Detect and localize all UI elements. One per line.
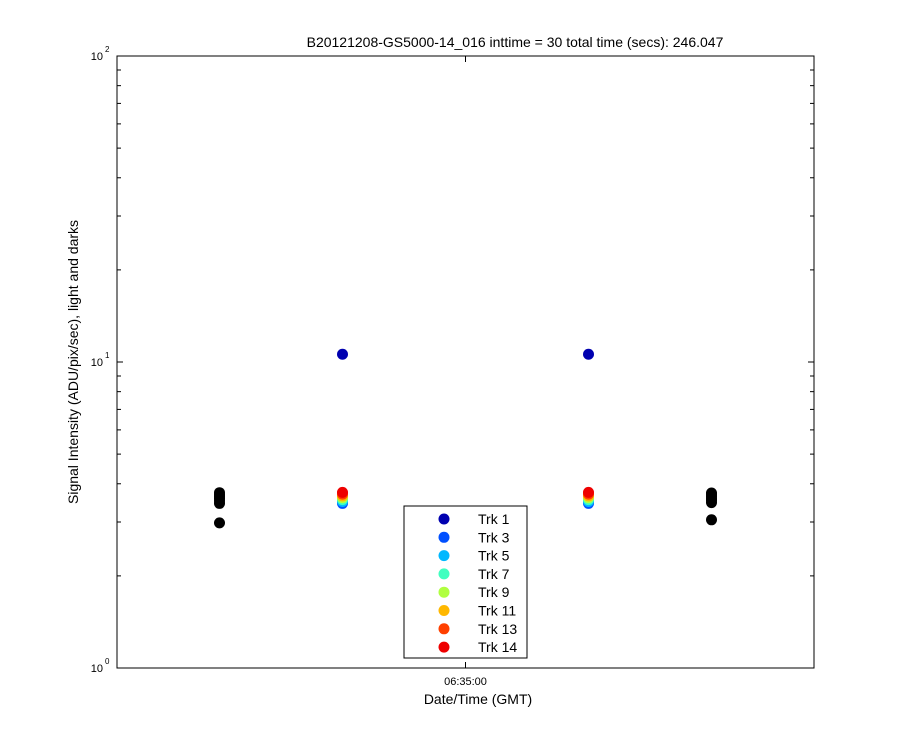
dark-point	[706, 487, 717, 499]
legend-label: Trk 13	[478, 621, 517, 637]
dark-point	[706, 514, 717, 526]
legend-label: Trk 14	[478, 639, 517, 655]
legend-label: Trk 7	[478, 566, 510, 582]
legend-marker	[438, 550, 450, 562]
legend: Trk 1 Trk 3 Trk 5 Trk 7 Trk 9 Trk 11 Trk 13 Trk…	[403, 505, 528, 659]
y-tick-label: 10	[91, 357, 103, 369]
x-axis-label: Date/Time (GMT)	[424, 691, 532, 707]
legend-marker	[438, 605, 450, 616]
series-0-point	[337, 348, 348, 360]
y-tick-label: 10	[91, 51, 103, 63]
series-0-point	[583, 348, 594, 360]
y-tick-exponent: 2	[105, 45, 110, 54]
legend-marker	[438, 623, 450, 635]
y-axis-label: Signal Intensity (ADU/pix/sec), light an…	[65, 220, 81, 504]
legend-label: Trk 3	[478, 529, 510, 545]
legend-marker	[438, 641, 450, 653]
dark-point	[214, 517, 225, 529]
series-7-point	[337, 486, 348, 498]
y-tick-label: 10	[91, 663, 103, 675]
legend-marker	[438, 568, 450, 580]
x-axis-ticks: 06:35:00	[444, 56, 487, 688]
data-points	[214, 348, 717, 529]
legend-label: Trk 1	[478, 511, 510, 527]
legend-label: Trk 5	[478, 548, 510, 564]
y-tick-exponent: 0	[105, 657, 110, 666]
x-tick-label: 06:35:00	[444, 676, 487, 688]
legend-marker	[438, 513, 450, 525]
legend-box	[403, 505, 528, 659]
series-7-point	[583, 486, 594, 498]
chart-title: B20121208-GS5000-14_016 inttime = 30 tot…	[307, 34, 724, 50]
legend-label: Trk 9	[478, 584, 510, 600]
legend-label: Trk 11	[478, 603, 516, 619]
y-tick-exponent: 1	[105, 351, 110, 360]
legend-marker	[438, 586, 450, 598]
legend-marker	[438, 531, 450, 543]
dark-point	[214, 487, 225, 499]
